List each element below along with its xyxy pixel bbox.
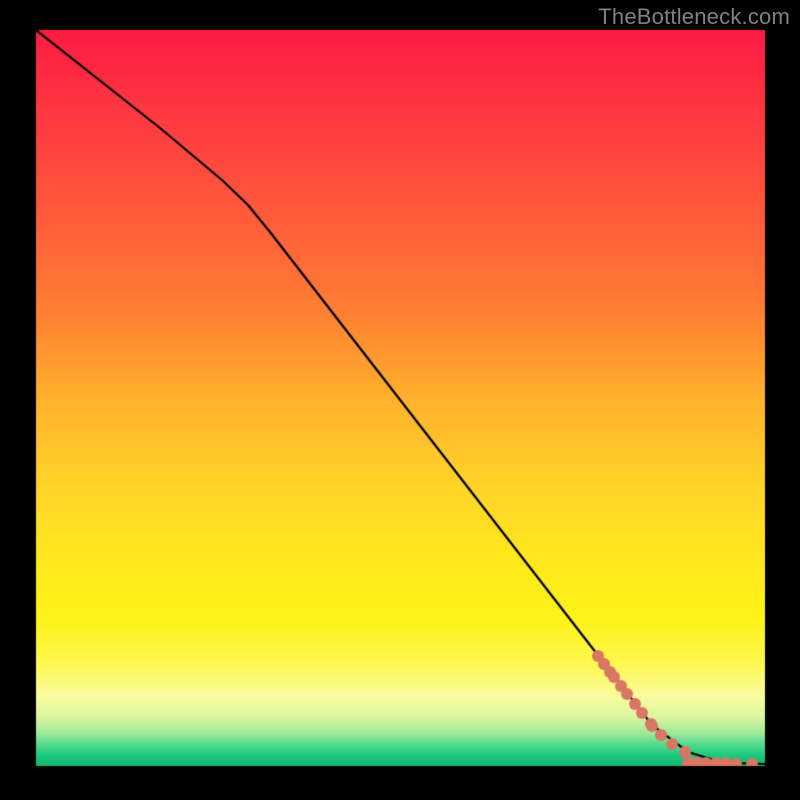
chart-canvas — [0, 0, 800, 800]
attribution-label: TheBottleneck.com — [598, 4, 790, 30]
chart-stage: TheBottleneck.com — [0, 0, 800, 800]
